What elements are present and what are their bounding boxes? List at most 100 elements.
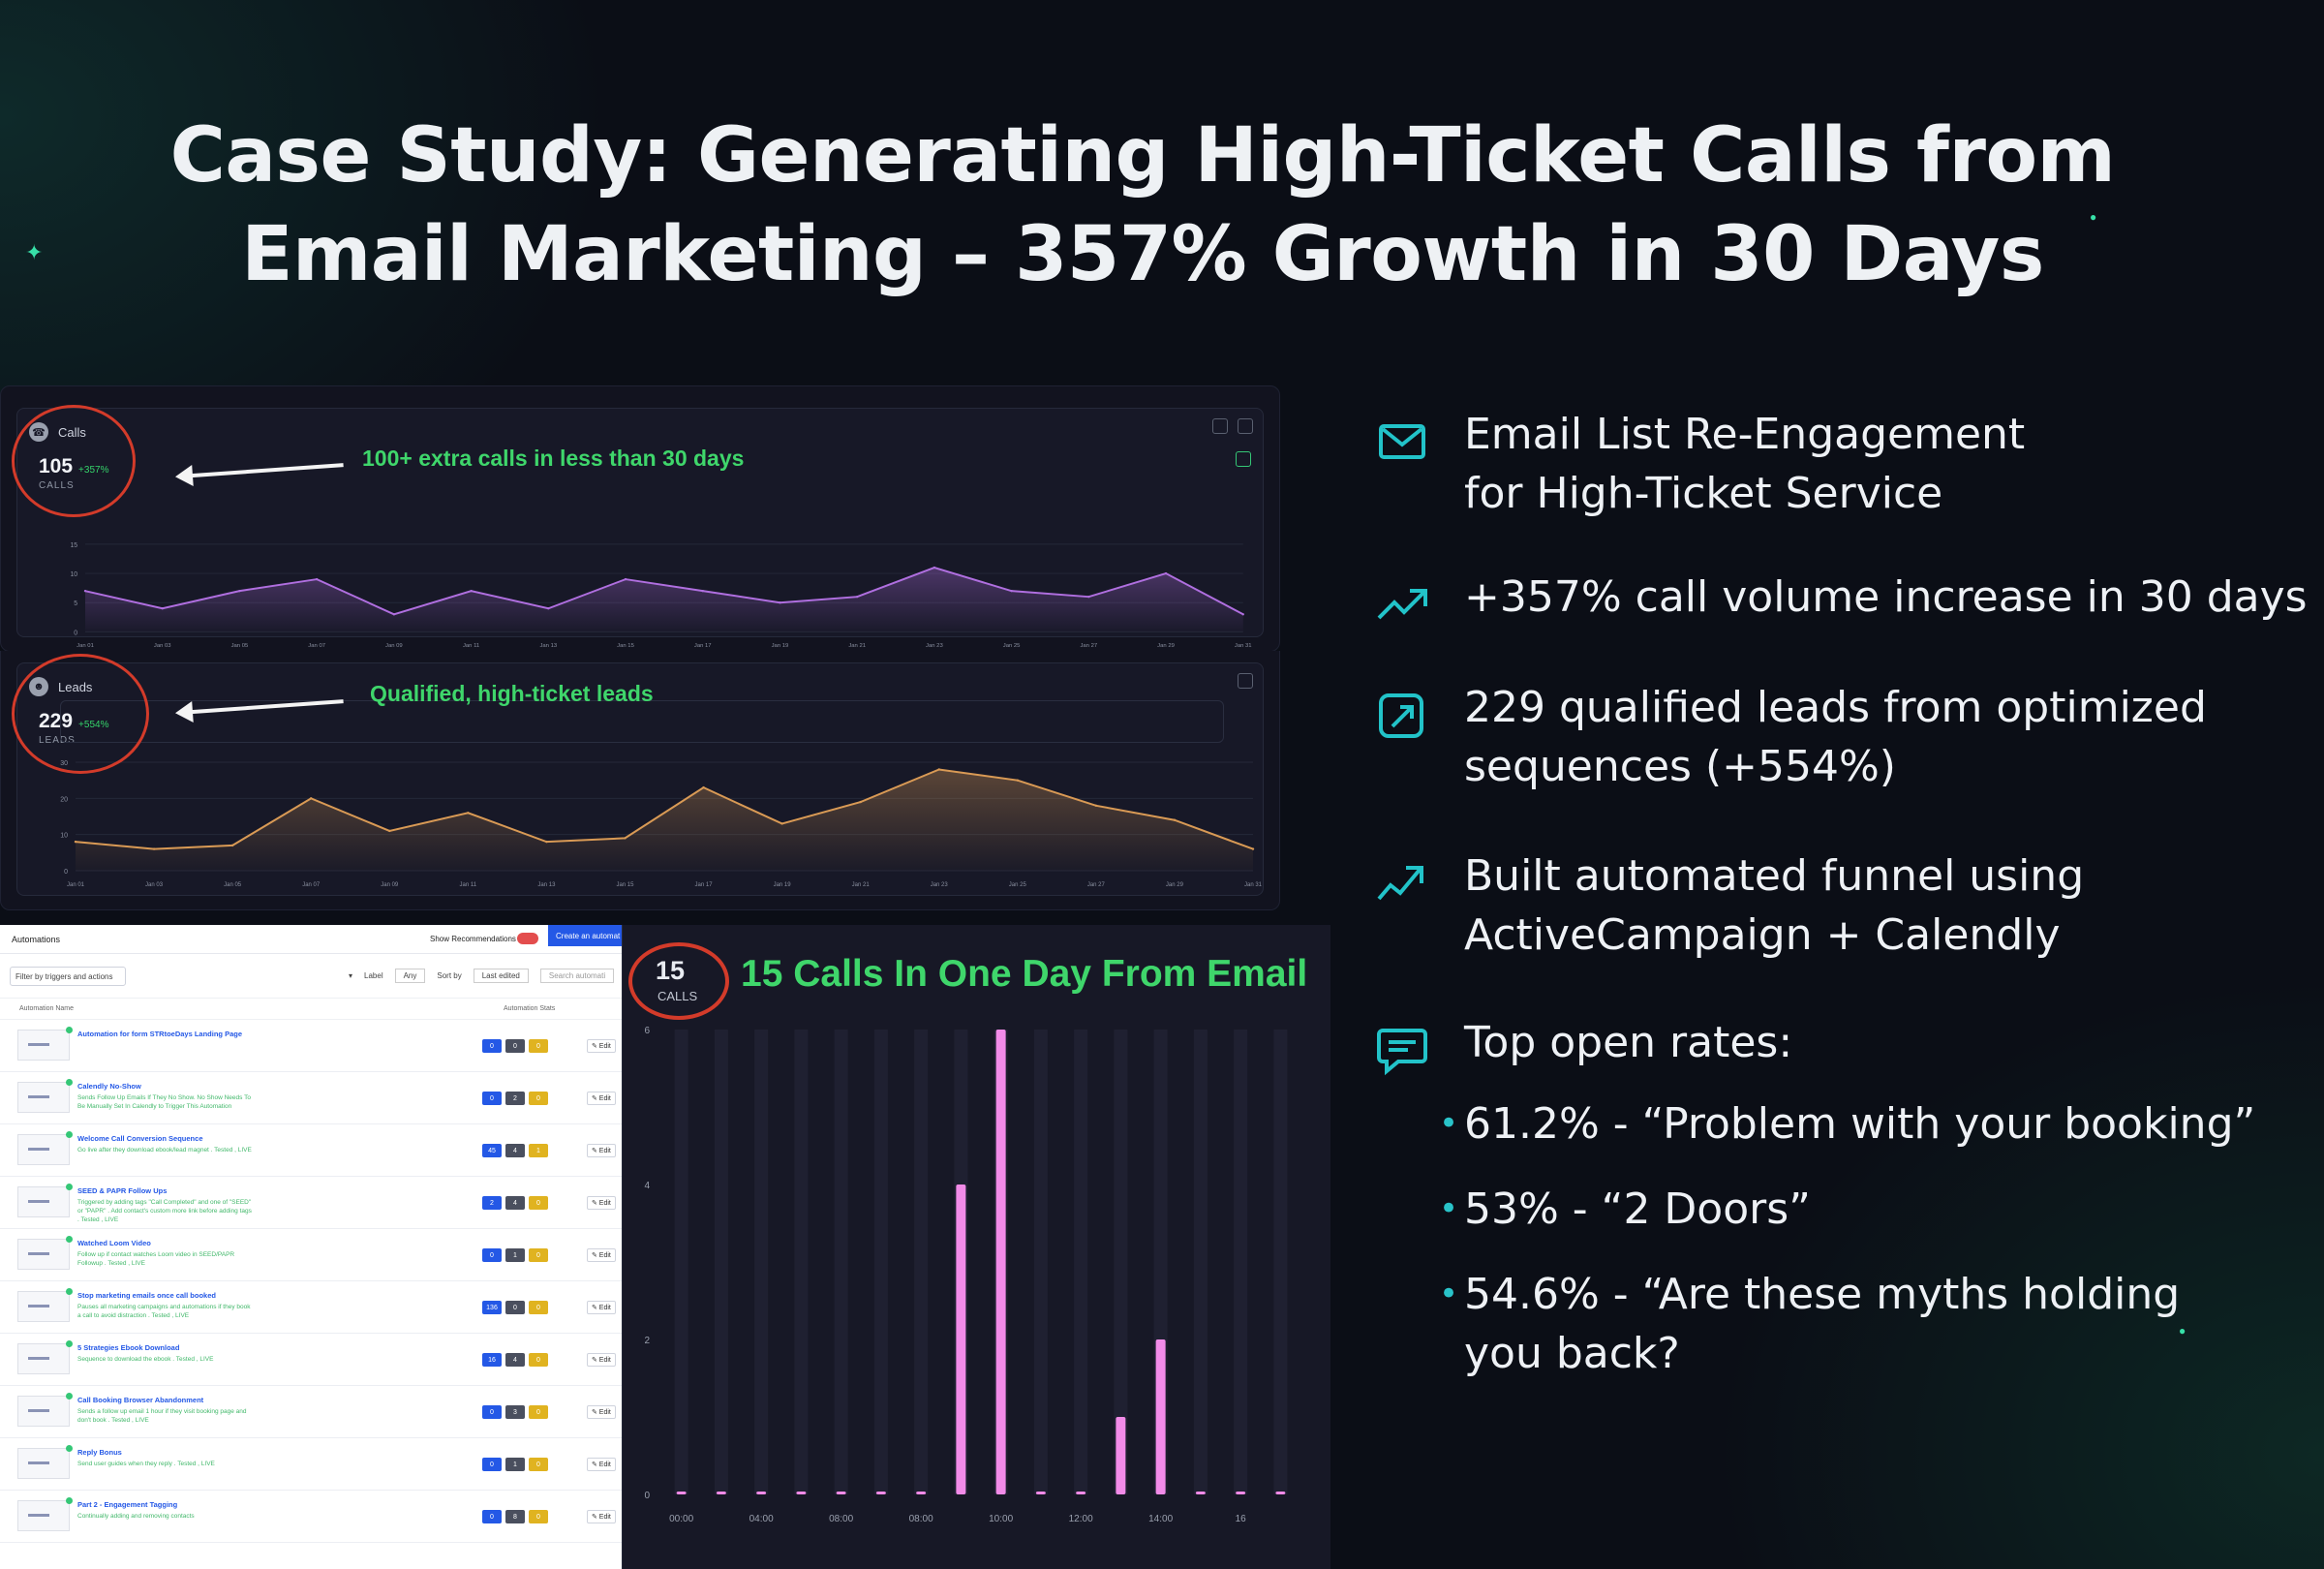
x-tick-label: Jan 09 (385, 643, 403, 649)
bar (1155, 1339, 1166, 1494)
sparkle-icon: ● (2090, 210, 2097, 224)
data-point (859, 800, 862, 804)
search-input[interactable]: Search automati (539, 969, 615, 983)
automation-name-link[interactable]: Reply Bonus (77, 1448, 122, 1457)
workflow-thumbnail (17, 1393, 73, 1427)
edit-button[interactable]: ✎ Edit (587, 1458, 616, 1471)
automation-row[interactable]: Call Booking Browser Abandonment Sends a … (0, 1386, 622, 1438)
data-point (238, 589, 241, 593)
open-rate-bullet-2: 53% - “2 Doors” (1439, 1180, 1811, 1239)
calls-hourly-chart: 0 2 4 6 00:00 04:00 08:00 08:00 10:00 12:00 14:00 1… (644, 1026, 1288, 1524)
highlight-line: Built automated funnel using (1464, 851, 2085, 901)
automation-name-link[interactable]: Welcome Call Conversion Sequence (77, 1134, 203, 1143)
automation-name-link[interactable]: Automation for form STRtoeDays Landing P… (77, 1030, 243, 1038)
y-tick-label: 0 (644, 1491, 650, 1501)
stat-badge: 0 (505, 1039, 525, 1053)
automation-row[interactable]: Welcome Call Conversion Sequence Go live … (0, 1124, 622, 1177)
data-point (1094, 804, 1098, 807)
highlight-line: 229 qualified leads from optimized (1464, 683, 2207, 732)
edit-button[interactable]: ✎ Edit (587, 1248, 616, 1262)
x-tick-label: Jan 25 (1009, 882, 1027, 888)
edit-button[interactable]: ✎ Edit (587, 1301, 616, 1314)
calls-per-day-panel: 15 CALLS 15 Calls In One Day From Email … (622, 925, 1330, 1569)
automation-name-link[interactable]: Call Booking Browser Abandonment (77, 1396, 204, 1404)
x-tick-label: Jan 13 (539, 643, 557, 649)
automation-stats: 16 4 0 (482, 1353, 548, 1367)
x-tick-label: Jan 23 (926, 643, 943, 649)
highlight-line: ActiveCampaign + Calendly (1464, 910, 2061, 960)
data-point (83, 589, 87, 593)
automation-row[interactable]: 5 Strategies Ebook Download Sequence to d… (0, 1334, 622, 1386)
bar-track (794, 1030, 809, 1494)
edit-button[interactable]: ✎ Edit (587, 1353, 616, 1367)
bar (1076, 1492, 1086, 1494)
sort-select[interactable]: Last edited (473, 969, 529, 983)
x-tick-label: Jan 09 (381, 882, 399, 888)
copy-icon[interactable] (1212, 418, 1228, 434)
automation-row[interactable]: Automation for form STRtoeDays Landing P… (0, 1020, 622, 1072)
bar (916, 1492, 927, 1494)
calls-day-value: 15 (656, 956, 686, 985)
automation-row[interactable]: SEED & PAPR Follow Ups Triggered by addin… (0, 1177, 622, 1229)
edit-button[interactable]: ✎ Edit (587, 1405, 616, 1419)
highlight-line: Email List Re-Engagement (1464, 410, 2026, 459)
automations-title: Automations (12, 934, 61, 944)
workflow-thumbnail (17, 1497, 73, 1531)
minimize-icon[interactable] (1238, 418, 1253, 434)
leads-dashboard: ☻ Leads 229 +554% LEADS 0 10 20 30 Jan 01 Jan … (0, 651, 1280, 910)
data-point (624, 837, 627, 840)
minimize-icon[interactable] (1238, 673, 1253, 689)
col-automation-stats: Automation Stats (504, 1005, 556, 1012)
x-tick-label: Jan 27 (1087, 882, 1106, 888)
filter-controls: ▾ Label Any Sort by Last edited Search a… (349, 969, 615, 983)
data-point (161, 607, 164, 610)
automation-description: Triggered by adding tags "Call Completed… (77, 1199, 252, 1223)
data-point (624, 577, 627, 581)
automation-name-link[interactable]: Calendly No-Show (77, 1082, 141, 1091)
automation-description: Go live after they download ebook/lead m… (77, 1147, 252, 1154)
stat-badge: 0 (529, 1405, 548, 1419)
data-point (310, 797, 313, 800)
automation-row[interactable]: Reply Bonus Send user guides when they re… (0, 1438, 622, 1491)
data-point (1251, 847, 1255, 850)
x-tick-label: 16 (1236, 1514, 1247, 1524)
bar (1236, 1492, 1246, 1494)
automation-name-link[interactable]: Part 2 - Engagement Tagging (77, 1500, 178, 1509)
automation-row[interactable]: Watched Loom Video Follow up if contact w… (0, 1229, 622, 1281)
leads-highlight-ring (12, 654, 149, 774)
filter-input[interactable]: Filter by triggers and actions (10, 966, 126, 986)
automation-name-link[interactable]: Stop marketing emails once call booked (77, 1291, 216, 1300)
automation-name-link[interactable]: Watched Loom Video (77, 1239, 151, 1247)
automation-row[interactable]: Stop marketing emails once call booked Pa… (0, 1281, 622, 1334)
data-point (315, 577, 319, 581)
edit-button[interactable]: ✎ Edit (587, 1039, 616, 1053)
automation-row[interactable]: Part 2 - Engagement Tagging Continually a… (0, 1491, 622, 1543)
create-automation-button[interactable]: Create an automat (548, 925, 622, 946)
edit-button[interactable]: ✎ Edit (587, 1144, 616, 1157)
edit-button[interactable]: ✎ Edit (587, 1510, 616, 1523)
y-tick-label: 15 (70, 542, 77, 549)
stat-badge: 4 (505, 1144, 525, 1157)
recommendations-toggle[interactable] (517, 933, 538, 944)
automation-description: Continually adding and removing contacts (77, 1513, 195, 1520)
data-point (1016, 779, 1019, 782)
edit-button[interactable]: ✎ Edit (587, 1196, 616, 1210)
automation-row[interactable]: Calendly No-Show Sends Follow Up Emails I… (0, 1072, 622, 1124)
stat-badge: 1 (529, 1144, 548, 1157)
label-select[interactable]: Any (394, 969, 426, 983)
mail-icon (1379, 424, 1425, 459)
chevron-down-icon[interactable]: ▾ (349, 971, 353, 980)
automation-name-link[interactable]: SEED & PAPR Follow Ups (77, 1186, 168, 1195)
automation-description: Pauses all marketing campaigns and autom… (77, 1304, 251, 1319)
x-tick-label: Jan 01 (67, 882, 85, 888)
edit-button[interactable]: ✎ Edit (587, 1092, 616, 1105)
bar (1275, 1492, 1286, 1494)
automation-name-link[interactable]: 5 Strategies Ebook Download (77, 1343, 180, 1352)
x-tick-label: 14:00 (1148, 1514, 1173, 1524)
external-link-icon (1379, 693, 1423, 738)
bar-track (714, 1030, 728, 1494)
data-point (937, 768, 940, 771)
